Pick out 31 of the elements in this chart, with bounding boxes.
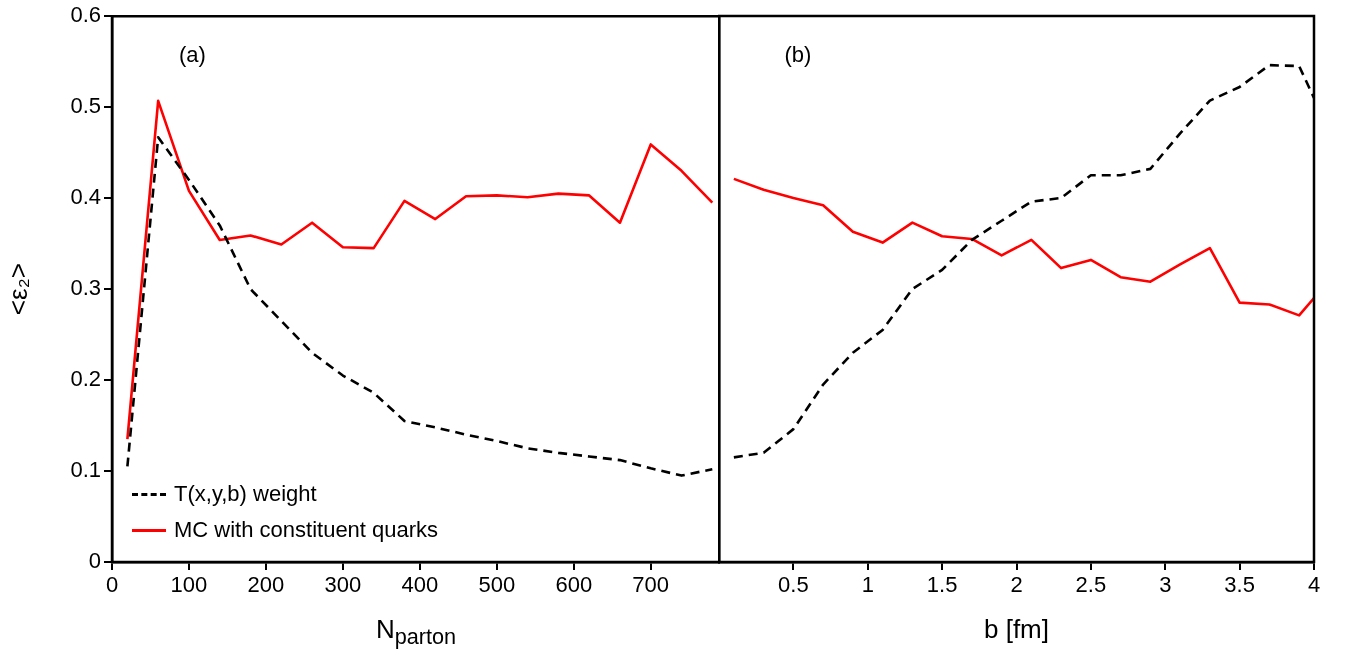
x-tick-label: 1.5: [926, 572, 958, 598]
x-tick-label: 500: [478, 572, 516, 598]
y-tick-label: 0: [88, 548, 101, 574]
x-tick-label: 300: [324, 572, 362, 598]
y-tick-label: 0.6: [70, 2, 101, 28]
x-tick-label: 3: [1159, 572, 1172, 598]
y-tick-label: 0.3: [70, 275, 101, 301]
legend-label: T(x,y,b) weight: [174, 481, 317, 507]
y-tick-label: 0.4: [70, 184, 101, 210]
y-tick-label: 0.1: [70, 457, 101, 483]
x-axis-title: b [fm]: [983, 614, 1050, 645]
legend-label: MC with constituent quarks: [174, 517, 439, 543]
line-series: [126, 135, 714, 477]
x-tick-label: 0: [105, 572, 119, 598]
y-axis-title: <ε₂>: [2, 263, 33, 316]
x-axis-title: N$_{parton}$: [374, 614, 458, 651]
x-tick-label: 2: [1010, 572, 1023, 598]
x-tick-label: 200: [247, 572, 285, 598]
annotation: (a): [178, 42, 206, 68]
x-tick-label: 0.5: [778, 572, 809, 598]
x-tick-label: 4: [1307, 572, 1321, 598]
x-tick-label: 2.5: [1075, 572, 1107, 598]
x-tick-label: 600: [555, 572, 593, 598]
x-tick-label: 100: [170, 572, 208, 598]
annotation: (b): [784, 42, 812, 68]
x-tick-label: 3.5: [1224, 572, 1255, 598]
y-tick-label: 0.2: [70, 366, 101, 392]
y-tick-label: 0.5: [70, 93, 101, 119]
x-tick-label: 400: [401, 572, 439, 598]
x-tick-label: 1: [861, 572, 874, 598]
x-tick-label: 700: [632, 572, 670, 598]
